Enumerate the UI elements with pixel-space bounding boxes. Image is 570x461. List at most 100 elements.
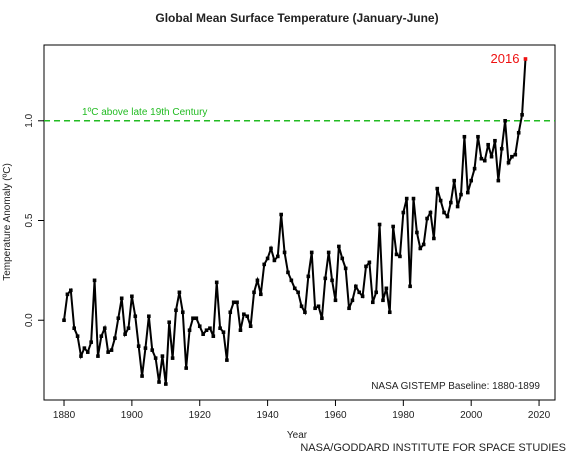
data-point <box>364 264 368 269</box>
data-point <box>516 130 521 135</box>
data-point <box>164 382 168 386</box>
data-point <box>330 278 334 283</box>
data-point <box>187 328 192 332</box>
data-point <box>228 310 233 315</box>
data-point <box>313 306 317 311</box>
data-point <box>153 356 158 360</box>
data-point <box>408 284 412 289</box>
highlight-label: 2016 <box>491 51 520 66</box>
data-point <box>89 340 93 344</box>
data-point <box>442 210 446 215</box>
data-point <box>299 304 304 309</box>
data-point <box>123 332 127 336</box>
data-point <box>99 334 104 338</box>
data-point <box>350 298 355 303</box>
data-point <box>106 350 110 354</box>
x-tick-label: 1920 <box>189 410 212 421</box>
data-point <box>520 113 524 117</box>
data-point <box>79 354 83 358</box>
data-point <box>245 314 250 319</box>
data-point <box>191 316 195 321</box>
data-point <box>452 178 457 183</box>
x-tick-label: 2020 <box>528 410 551 421</box>
x-tick-label: 1900 <box>121 410 144 421</box>
data-point <box>282 250 287 255</box>
data-point <box>262 262 267 267</box>
data-point <box>221 330 226 334</box>
data-point <box>126 326 131 331</box>
data-point <box>499 146 504 151</box>
data-point <box>387 310 392 315</box>
data-point <box>130 294 134 299</box>
data-point <box>455 204 460 209</box>
data-point <box>65 292 70 297</box>
chart-title: Global Mean Surface Temperature (January… <box>155 11 438 25</box>
data-point <box>109 348 114 352</box>
data-point <box>72 326 76 331</box>
data-point <box>462 134 467 139</box>
data-point <box>479 156 484 161</box>
data-point <box>238 328 243 332</box>
data-point <box>197 324 202 329</box>
data-point <box>286 270 290 275</box>
data-point <box>398 254 402 259</box>
data-point <box>445 214 450 219</box>
data-point <box>381 298 385 303</box>
data-point <box>275 254 280 259</box>
data-point <box>367 260 372 265</box>
x-tick-label: 1960 <box>324 410 347 421</box>
data-point <box>136 344 141 348</box>
data-point <box>506 160 511 165</box>
data-point <box>476 134 480 139</box>
data-point <box>469 178 473 183</box>
data-point <box>157 380 161 384</box>
data-point <box>503 118 507 123</box>
data-point <box>337 244 341 249</box>
data-point <box>493 138 497 143</box>
data-point <box>472 166 477 171</box>
data-point <box>225 358 229 362</box>
data-point <box>449 200 453 205</box>
reference-label: 1ºC above late 19th Century <box>82 107 207 118</box>
data-point <box>377 222 382 227</box>
data-point <box>357 290 362 295</box>
data-point <box>214 280 219 285</box>
data-point <box>248 324 253 329</box>
data-point <box>306 274 311 279</box>
data-point <box>370 300 375 305</box>
data-point <box>401 210 406 215</box>
data-point <box>252 290 256 295</box>
data-point <box>404 196 409 201</box>
plot-frame <box>43 44 556 401</box>
y-tick-label: 0.5 <box>24 213 35 227</box>
x-axis-label: Year <box>287 430 308 441</box>
x-tick-label: 1880 <box>53 410 76 421</box>
data-point <box>279 212 283 217</box>
data-point <box>459 192 463 197</box>
data-point <box>119 296 124 301</box>
source: NASA/GODDARD INSTITUTE FOR SPACE STUDIES <box>300 442 566 454</box>
data-point <box>272 258 277 263</box>
data-point <box>147 314 151 319</box>
baseline-note: NASA GISTEMP Baseline: 1880-1899 <box>371 381 540 392</box>
data-point <box>486 142 490 147</box>
data-point <box>269 246 273 251</box>
data-point <box>428 210 433 215</box>
data-point <box>242 312 246 317</box>
y-tick-label: 0.0 <box>24 313 35 327</box>
data-point <box>296 290 300 295</box>
data-point <box>177 290 182 295</box>
data-point <box>465 190 470 195</box>
data-point <box>211 334 216 338</box>
data-point <box>167 320 172 325</box>
data-point <box>170 356 175 360</box>
data-point <box>354 284 358 289</box>
data-point <box>160 354 165 358</box>
data-point <box>102 326 107 331</box>
data-point <box>180 310 185 315</box>
data-point <box>482 158 487 163</box>
data-point <box>92 278 97 283</box>
data-point <box>489 154 494 159</box>
